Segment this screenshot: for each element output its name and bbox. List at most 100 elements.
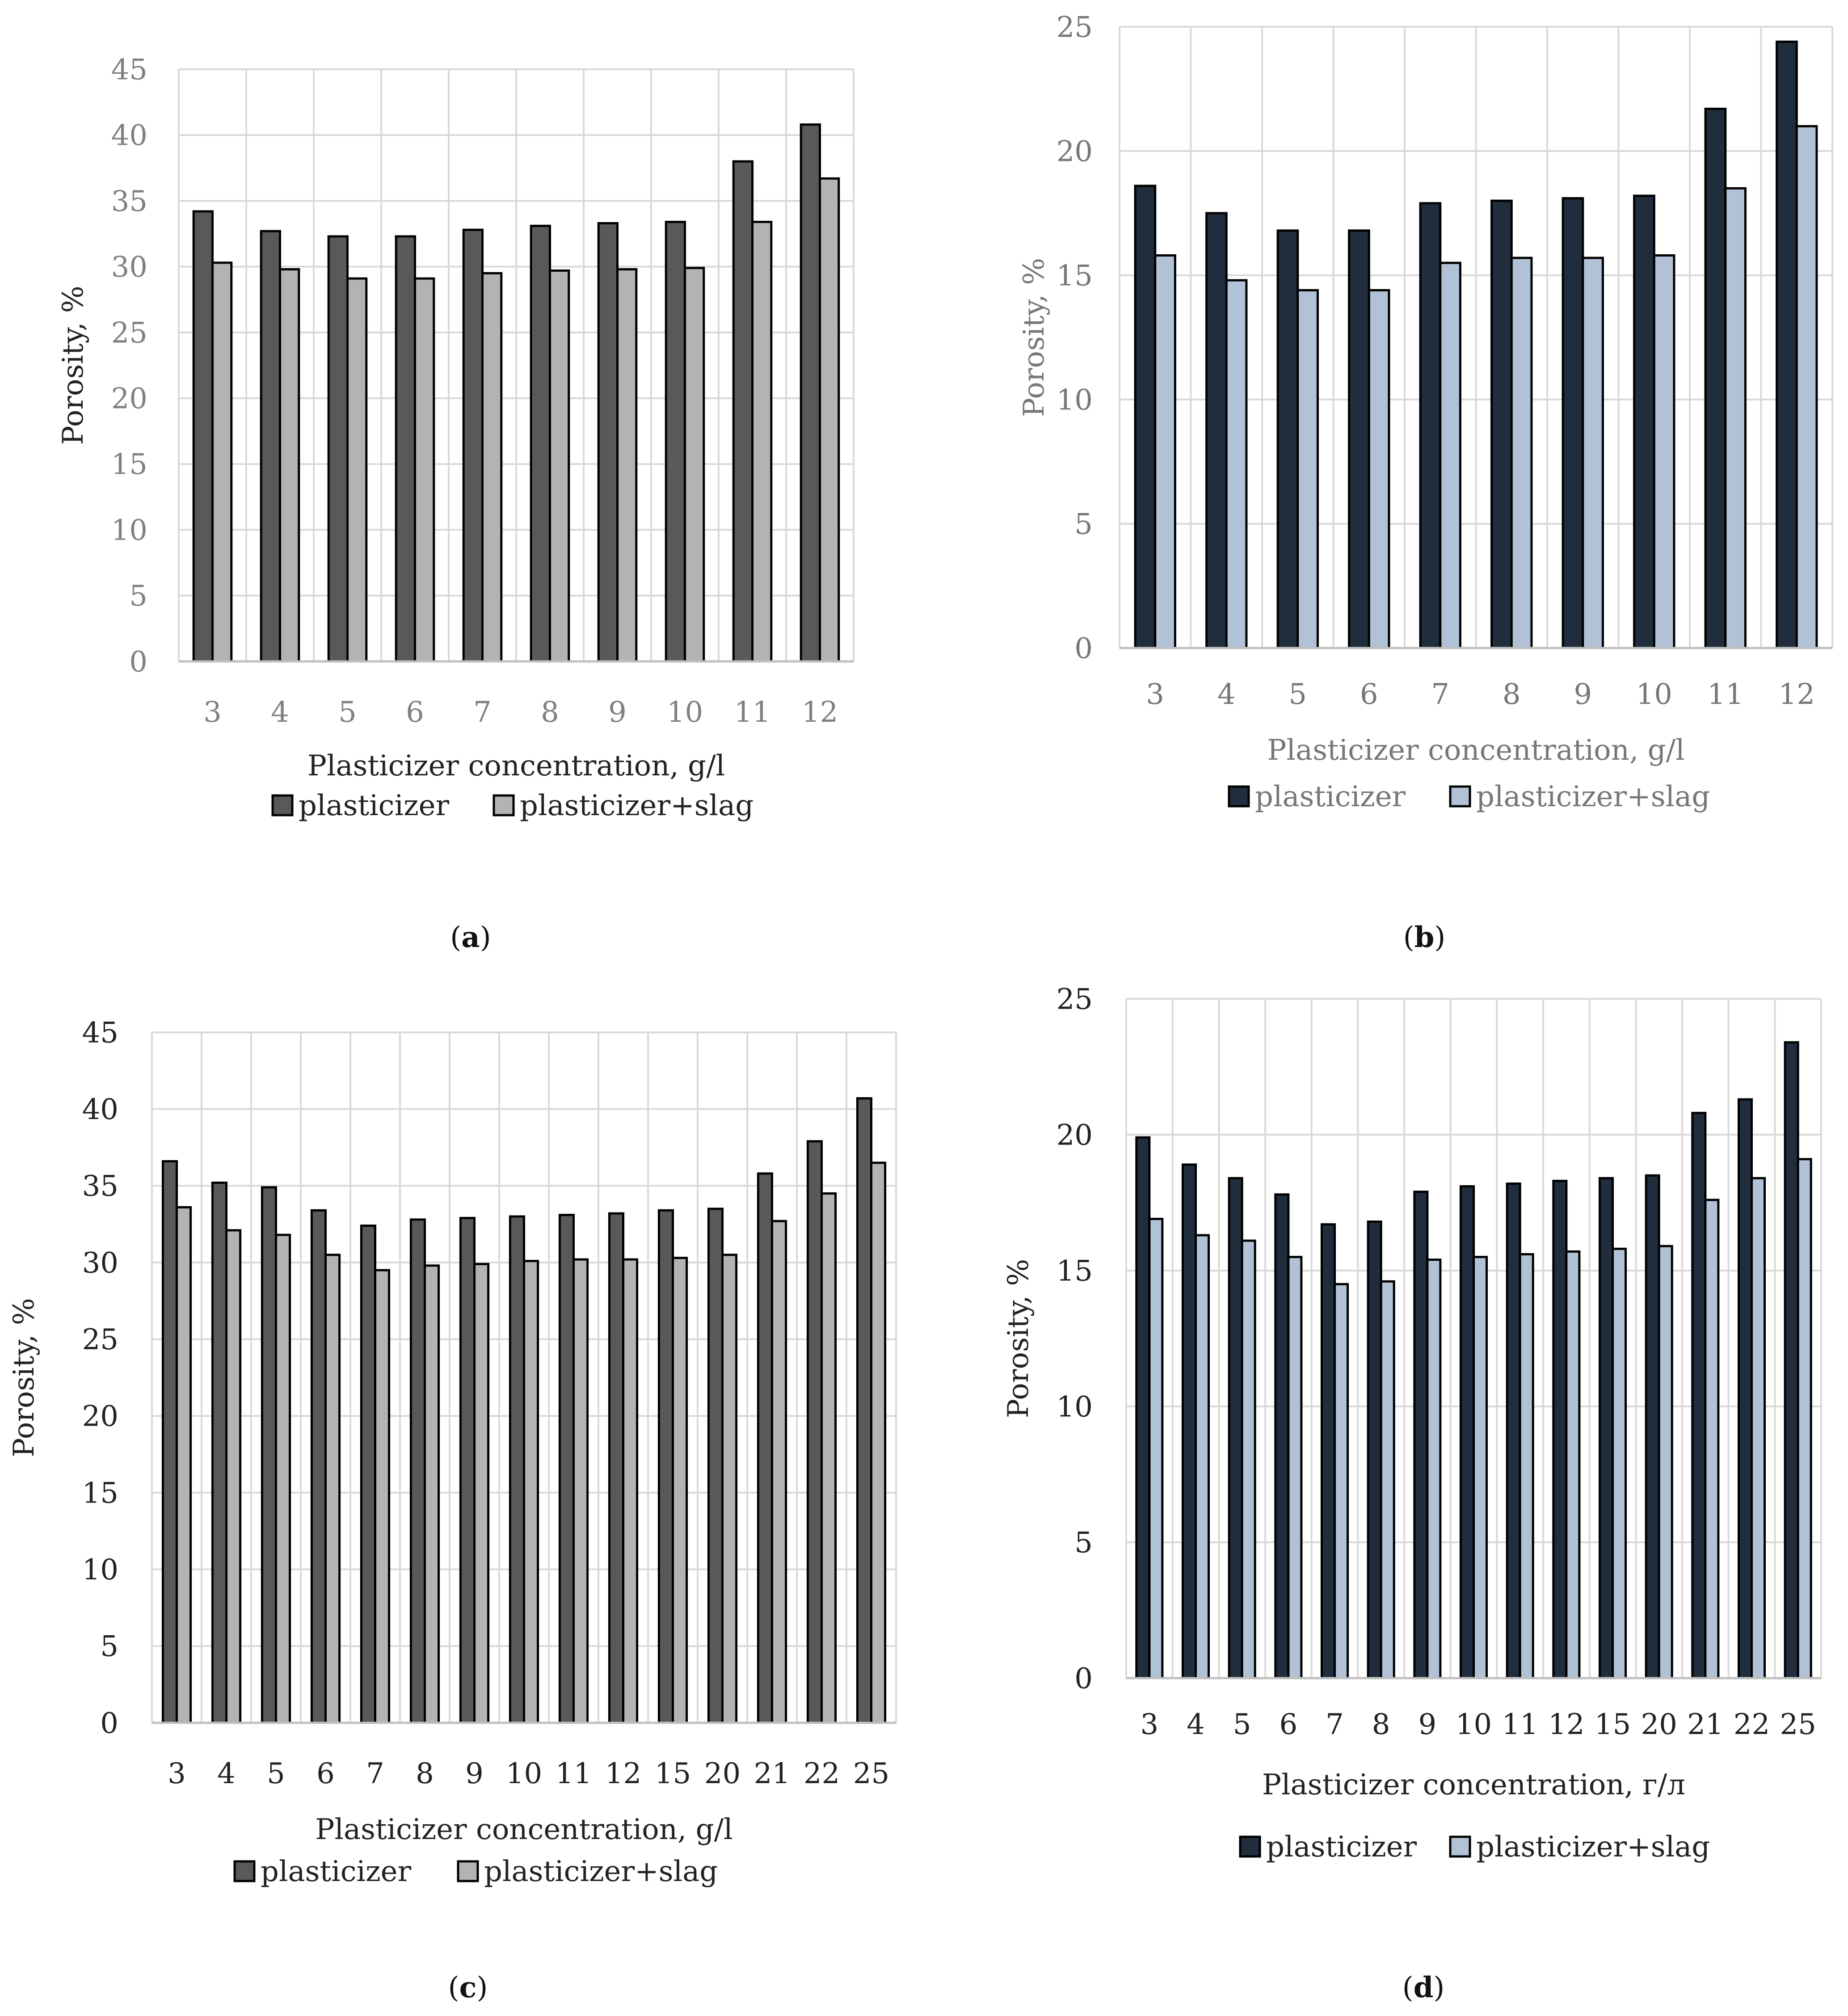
chart-b-xtick-label-9: 9 bbox=[1574, 678, 1592, 711]
chart-a-bar-plasticizer-slag-3 bbox=[211, 261, 233, 663]
chart-c-bar-plasticizer-slag-4 bbox=[225, 1229, 242, 1724]
chart-c-bar-plasticizer-25 bbox=[856, 1097, 873, 1724]
chart-d-bar-plasticizer-9 bbox=[1413, 1191, 1429, 1679]
chart-b-bar-plasticizer-slag-4 bbox=[1225, 279, 1248, 649]
chart-a-bar-plasticizer-5 bbox=[327, 235, 349, 663]
chart-a-xtick-label-7: 7 bbox=[473, 696, 492, 729]
chart-d-bar-plasticizer-21 bbox=[1691, 1111, 1707, 1679]
chart-c-bar-plasticizer-slag-5 bbox=[275, 1233, 291, 1724]
chart-c-bar-plasticizer-slag-8 bbox=[424, 1264, 440, 1724]
chart-a-bar-plasticizer-8 bbox=[530, 224, 551, 663]
chart-c-xtick-label-22: 22 bbox=[804, 1757, 840, 1790]
chart-b-bar-plasticizer-slag-7 bbox=[1439, 261, 1461, 649]
chart-d-xtick-label-9: 9 bbox=[1418, 1708, 1436, 1741]
chart-c-y-axis-title: Porosity, % bbox=[8, 1298, 41, 1457]
chart-d-xtick-label-10: 10 bbox=[1456, 1708, 1492, 1741]
chart-c-bar-plasticizer-slag-12 bbox=[622, 1258, 639, 1724]
chart-a-bar-plasticizer-slag-6 bbox=[414, 277, 435, 663]
chart-a-bar-plasticizer-slag-8 bbox=[549, 269, 570, 663]
chart-a-ytick-label-45: 45 bbox=[111, 53, 147, 86]
chart-c-bar-plasticizer-5 bbox=[261, 1186, 277, 1724]
chart-b-bar-plasticizer-7 bbox=[1419, 202, 1442, 649]
chart-a-bar-plasticizer-slag-4 bbox=[279, 268, 300, 663]
chart-d-bar-plasticizer-slag-12 bbox=[1565, 1250, 1581, 1679]
chart-c-bar-plasticizer-7 bbox=[360, 1225, 376, 1724]
chart-b-ytick-label-15: 15 bbox=[1057, 259, 1093, 292]
chart-c-xtick-label-11: 11 bbox=[556, 1757, 592, 1790]
chart-b-bar-plasticizer-slag-10 bbox=[1653, 254, 1675, 649]
chart-c-bar-plasticizer-slag-7 bbox=[374, 1269, 391, 1724]
caption-c-close: ) bbox=[476, 1971, 488, 2004]
chart-c-xtick-label-20: 20 bbox=[704, 1757, 741, 1790]
chart-b-ytick-label-5: 5 bbox=[1074, 508, 1093, 541]
chart-b-bar-plasticizer-slag-5 bbox=[1297, 289, 1319, 649]
chart-d-xtick-label-7: 7 bbox=[1326, 1708, 1344, 1741]
chart-b-bar-plasticizer-6 bbox=[1348, 229, 1370, 649]
chart-c-xtick-label-15: 15 bbox=[655, 1757, 691, 1790]
chart-a-bar-plasticizer-10 bbox=[665, 221, 686, 663]
chart-d-x-axis-title: Plasticizer concentration, г/л bbox=[1262, 1768, 1685, 1801]
caption-a-letter: a bbox=[461, 921, 480, 954]
caption-a-close: ) bbox=[480, 921, 491, 954]
chart-c-bar-plasticizer-slag-21 bbox=[771, 1220, 787, 1724]
chart-c-legend-label-plasticizer-slag: plasticizer+slag bbox=[484, 1855, 718, 1888]
chart-a-bar-plasticizer-3 bbox=[192, 210, 214, 663]
chart-b-legend-swatch-plasticizer-slag bbox=[1449, 785, 1471, 808]
chart-c-bar-plasticizer-22 bbox=[806, 1140, 823, 1724]
chart-c-ytick-label-10: 10 bbox=[82, 1553, 118, 1587]
chart-a-legend-swatch-plasticizer-slag bbox=[493, 794, 515, 817]
chart-b-bar-plasticizer-12 bbox=[1776, 40, 1798, 649]
chart-b-bar-plasticizer-slag-12 bbox=[1795, 125, 1818, 649]
chart-c-bar-plasticizer-6 bbox=[310, 1209, 327, 1724]
chart-d-ytick-label-10: 10 bbox=[1057, 1390, 1093, 1423]
chart-d-bar-plasticizer-slag-15 bbox=[1612, 1247, 1627, 1679]
chart-b-bar-plasticizer-5 bbox=[1276, 229, 1299, 649]
chart-c-bar-plasticizer-15 bbox=[657, 1209, 674, 1724]
chart-a-bar-plasticizer-slag-12 bbox=[819, 177, 840, 663]
chart-a-bar-plasticizer-slag-9 bbox=[616, 268, 638, 663]
chart-d-y-axis-title: Porosity, % bbox=[1002, 1259, 1035, 1418]
chart-c-bar-plasticizer-slag-10 bbox=[523, 1260, 539, 1724]
chart-d-bar-plasticizer-slag-7 bbox=[1334, 1283, 1349, 1679]
chart-a-xtick-label-8: 8 bbox=[541, 696, 559, 729]
chart-d-ytick-label-5: 5 bbox=[1074, 1526, 1093, 1559]
chart-d-bar-plasticizer-7 bbox=[1320, 1223, 1336, 1679]
chart-d-bar-plasticizer-4 bbox=[1181, 1163, 1197, 1679]
chart-c-xtick-label-12: 12 bbox=[605, 1757, 641, 1790]
chart-a-ytick-label-5: 5 bbox=[129, 580, 147, 613]
caption-b-close: ) bbox=[1434, 921, 1446, 954]
chart-a-xtick-label-3: 3 bbox=[203, 696, 222, 729]
chart-a-ytick-label-25: 25 bbox=[111, 316, 147, 349]
chart-a-ytick-label-35: 35 bbox=[111, 185, 147, 218]
chart-c-bar-plasticizer-4 bbox=[211, 1181, 228, 1724]
chart-d-xtick-label-3: 3 bbox=[1140, 1708, 1158, 1741]
chart-a-xtick-label-4: 4 bbox=[271, 696, 289, 729]
chart-c-ytick-label-20: 20 bbox=[82, 1400, 118, 1433]
chart-b-bar-plasticizer-3 bbox=[1134, 185, 1157, 649]
chart-d-legend-label-plasticizer: plasticizer bbox=[1266, 1831, 1417, 1864]
chart-d-bar-plasticizer-6 bbox=[1274, 1193, 1290, 1679]
chart-b-bar-plasticizer-slag-3 bbox=[1154, 254, 1176, 649]
caption-c: (c) bbox=[379, 1971, 557, 2004]
chart-c-x-axis-title: Plasticizer concentration, g/l bbox=[315, 1813, 732, 1846]
chart-d-bar-plasticizer-slag-25 bbox=[1797, 1158, 1812, 1679]
chart-d-bar-plasticizer-slag-8 bbox=[1380, 1280, 1395, 1679]
chart-c-xtick-label-21: 21 bbox=[754, 1757, 790, 1790]
chart-b-xtick-label-11: 11 bbox=[1707, 678, 1743, 711]
chart-b-ytick-label-25: 25 bbox=[1057, 11, 1093, 44]
chart-d-xtick-label-22: 22 bbox=[1734, 1708, 1770, 1741]
caption-c-letter: c bbox=[459, 1971, 477, 2004]
caption-d-close: ) bbox=[1433, 1971, 1445, 2004]
chart-c-xtick-label-8: 8 bbox=[416, 1757, 434, 1790]
chart-d-legend-label-plasticizer-slag: plasticizer+slag bbox=[1476, 1831, 1710, 1864]
chart-c-xtick-label-10: 10 bbox=[506, 1757, 542, 1790]
chart-d-xtick-label-25: 25 bbox=[1780, 1708, 1816, 1741]
chart-d-ytick-label-15: 15 bbox=[1057, 1254, 1093, 1288]
chart-b-bar-plasticizer-10 bbox=[1633, 194, 1655, 649]
chart-d-bar-plasticizer-slag-22 bbox=[1751, 1177, 1766, 1679]
chart-a-xtick-label-5: 5 bbox=[338, 696, 357, 729]
caption-a-open: ( bbox=[450, 921, 462, 954]
chart-c-bar-plasticizer-20 bbox=[707, 1208, 724, 1724]
chart-b-xtick-label-10: 10 bbox=[1636, 678, 1672, 711]
chart-c-legend-swatch-plasticizer-slag bbox=[457, 1860, 479, 1882]
